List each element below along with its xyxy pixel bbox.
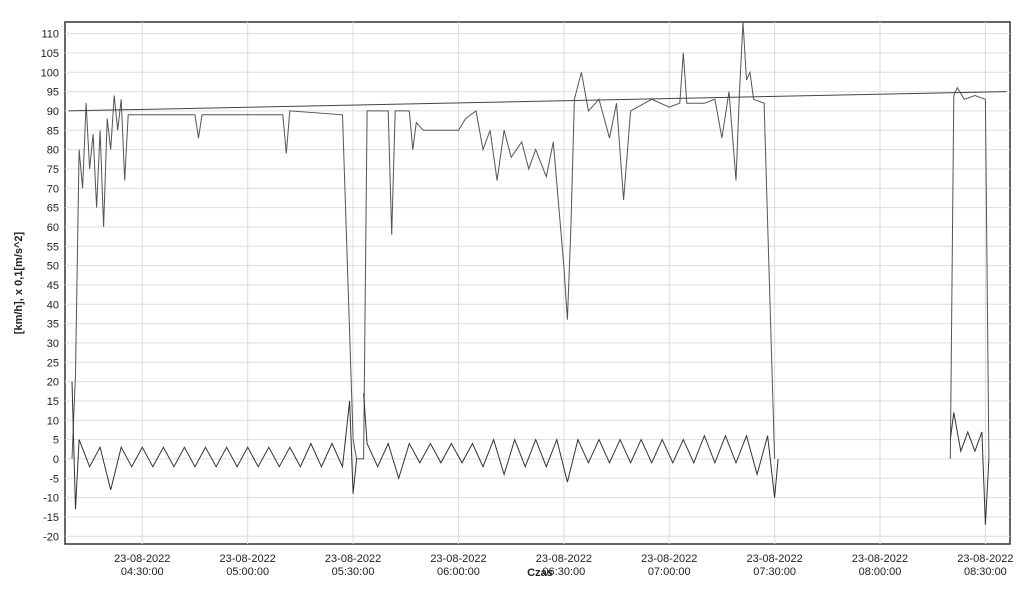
- y-axis-label: [km/h], x 0,1[m/s^2]: [13, 231, 25, 334]
- x-tick-label: 23-08-2022 07:30:00: [746, 553, 802, 578]
- y-tick-label: 50: [47, 261, 59, 273]
- y-tick-label: 45: [47, 280, 59, 292]
- series-line: [71, 381, 358, 510]
- y-tick-label: 80: [47, 145, 59, 157]
- x-tick-label: 23-08-2022 06:30:00: [536, 553, 592, 578]
- y-tick-label: 55: [47, 241, 59, 253]
- x-tick-label: 23-08-2022 08:00:00: [852, 553, 908, 578]
- y-tick-label: 85: [47, 125, 59, 137]
- y-tick-label: 5: [53, 435, 59, 447]
- y-tick-label: 70: [47, 183, 59, 195]
- series-line: [68, 91, 1007, 112]
- y-tick-label: 30: [47, 338, 59, 350]
- y-tick-label: 25: [47, 357, 59, 369]
- y-tick-label: -10: [43, 493, 59, 505]
- x-tick-label: 23-08-2022 04:30:00: [114, 553, 170, 578]
- y-tick-label: 10: [47, 415, 59, 427]
- x-tick-label: 23-08-2022 06:00:00: [430, 553, 486, 578]
- y-tick-label: 75: [47, 164, 59, 176]
- y-tick-label: 35: [47, 319, 59, 331]
- series-line: [71, 21, 776, 460]
- y-tick-label: -15: [43, 512, 59, 524]
- y-tick-label: 110: [41, 29, 59, 41]
- y-tick-label: 60: [47, 222, 59, 234]
- series-line: [949, 412, 990, 525]
- x-tick-label: 23-08-2022 05:00:00: [220, 553, 276, 578]
- y-tick-label: 0: [53, 454, 59, 466]
- y-tick-label: 100: [41, 67, 59, 79]
- series-line: [363, 393, 779, 498]
- x-tick-label: 23-08-2022 08:30:00: [957, 553, 1013, 578]
- x-tick-label: 23-08-2022 05:30:00: [325, 553, 381, 578]
- x-tick-label: 23-08-2022 07:00:00: [641, 553, 697, 578]
- y-tick-label: 95: [47, 87, 59, 99]
- series-line: [949, 86, 990, 459]
- y-tick-label: -20: [43, 531, 59, 543]
- plot-frame: [64, 21, 1011, 545]
- y-tick-label: 105: [41, 48, 59, 60]
- y-tick-label: 15: [47, 396, 59, 408]
- y-tick-label: 40: [47, 299, 59, 311]
- y-tick-label: 65: [47, 203, 59, 215]
- x-axis-label: Czas: [527, 567, 553, 579]
- y-tick-label: 90: [47, 106, 59, 118]
- y-tick-label: -5: [49, 473, 59, 485]
- y-tick-label: 20: [47, 377, 59, 389]
